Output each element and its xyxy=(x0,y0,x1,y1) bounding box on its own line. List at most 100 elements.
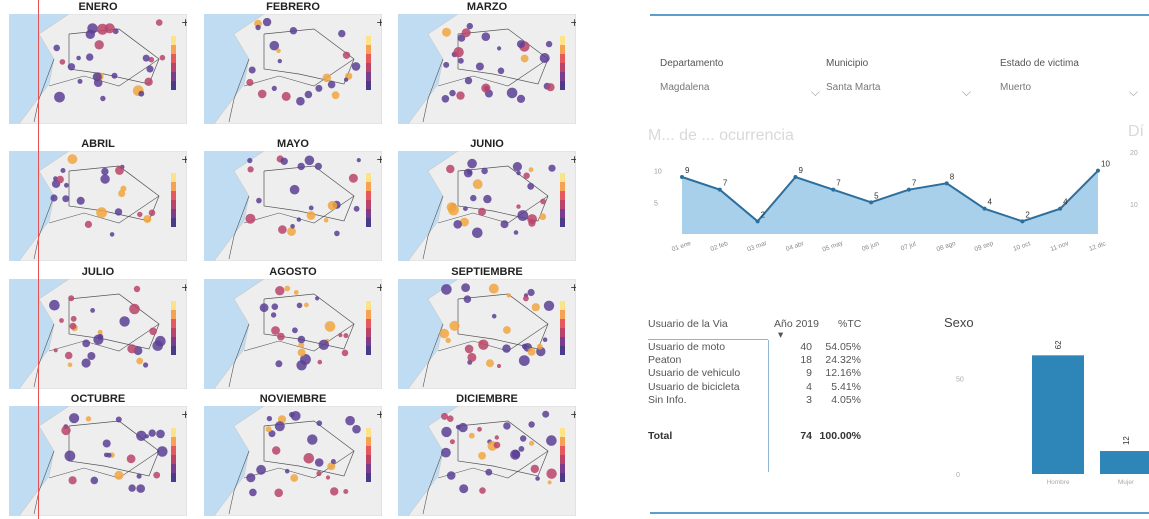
data-point[interactable] xyxy=(1058,206,1063,211)
slicer-estado-victima[interactable]: Estado de victima Muerto ⌵ xyxy=(1000,58,1138,99)
chevron-down-icon[interactable]: ⌵ xyxy=(1128,85,1138,99)
zoom-plus-icon[interactable]: + xyxy=(181,281,187,294)
column-header[interactable]: %TC xyxy=(838,318,862,330)
sort-indicator-icon[interactable]: ▾ xyxy=(778,329,784,341)
x-tick-label: 09 sep xyxy=(974,240,995,253)
map-tile: NOVIEMBRE + xyxy=(202,392,384,518)
slicer-departamento[interactable]: Departamento Magdalena ⌵ xyxy=(660,58,820,99)
monthly-area-chart: 10 5 9 01 ene 7 02 feb 2 03 mar 9 04 abr 7 05 may 5 0… xyxy=(654,160,1110,254)
total-count: 74 xyxy=(800,430,812,442)
chevron-down-icon[interactable]: ⌵ xyxy=(961,85,971,99)
row-percent: 54.05% xyxy=(825,341,861,353)
column-header[interactable]: Usuario de la Via xyxy=(648,318,728,330)
zoom-plus-icon[interactable]: + xyxy=(376,16,382,29)
zoom-plus-icon[interactable]: + xyxy=(376,153,382,166)
zoom-plus-icon[interactable]: + xyxy=(181,153,187,166)
data-point[interactable] xyxy=(717,187,722,192)
y-tick-label: 5 xyxy=(654,200,658,207)
slicer-label: Municipio xyxy=(826,58,869,69)
zoom-plus-icon[interactable]: + xyxy=(570,153,576,166)
x-tick-label: Mujer xyxy=(1118,479,1135,486)
data-point[interactable] xyxy=(944,181,949,186)
data-point[interactable] xyxy=(869,200,874,205)
map-tile: MARZO + xyxy=(396,0,578,126)
bar[interactable] xyxy=(1032,355,1084,474)
data-label: 7 xyxy=(723,179,728,188)
data-point[interactable] xyxy=(793,175,798,179)
zoom-plus-icon[interactable]: + xyxy=(376,408,382,421)
heat-map[interactable]: + xyxy=(398,151,576,261)
heat-map[interactable]: + xyxy=(204,151,382,261)
column-header[interactable]: Año 2019 xyxy=(774,318,819,330)
heat-map-canvas: + xyxy=(398,14,576,124)
series-line xyxy=(681,169,1099,223)
data-point[interactable] xyxy=(755,219,760,224)
heat-map-canvas: + xyxy=(398,151,576,261)
data-point[interactable] xyxy=(831,187,836,192)
chevron-down-icon[interactable]: ⌵ xyxy=(810,85,820,99)
x-tick-label: 11 nov xyxy=(1050,240,1071,253)
heat-map-canvas: + xyxy=(9,279,187,389)
map-tile: OCTUBRE + xyxy=(7,392,189,518)
slicer-value[interactable]: Magdalena xyxy=(660,82,710,93)
row-percent: 12.16% xyxy=(825,367,861,380)
map-tile: AGOSTO + xyxy=(202,265,384,391)
y-tick-label: 10 xyxy=(654,169,662,176)
x-tick-label: 03 mar xyxy=(746,240,768,254)
row-percent: 4.05% xyxy=(831,393,861,406)
map-month-title: OCTUBRE xyxy=(70,393,126,405)
data-label: 2 xyxy=(1025,210,1030,219)
data-label: 10 xyxy=(1101,160,1110,169)
row-label: Usuario de vehiculo xyxy=(648,367,741,380)
heat-map-canvas: + xyxy=(398,406,576,516)
heat-map-canvas: + xyxy=(9,406,187,516)
map-month-title: SEPTIEMBRE xyxy=(451,266,523,278)
row-count: 18 xyxy=(800,354,812,367)
x-tick-label: 05 may xyxy=(822,239,845,253)
slicer-value[interactable]: Muerto xyxy=(1000,82,1032,93)
y-tick-label: 10 xyxy=(1130,202,1138,209)
map-tile: ABRIL + xyxy=(7,137,189,263)
top-divider xyxy=(650,14,1149,16)
x-tick-label: 08 ago xyxy=(936,240,957,254)
zoom-plus-icon[interactable]: + xyxy=(181,16,187,29)
bar[interactable] xyxy=(1100,451,1149,474)
data-point[interactable] xyxy=(982,206,987,211)
heat-map[interactable]: + xyxy=(9,14,187,124)
map-month-title: MARZO xyxy=(466,1,508,13)
map-month-title: JUNIO xyxy=(470,138,504,150)
heat-map[interactable]: + xyxy=(398,279,576,389)
zoom-plus-icon[interactable]: + xyxy=(181,408,187,421)
land-mass xyxy=(407,14,576,124)
data-label: 7 xyxy=(912,179,917,188)
map-tile: ENERO + xyxy=(7,0,189,126)
heat-map[interactable]: + xyxy=(9,406,187,516)
zoom-plus-icon[interactable]: + xyxy=(570,281,576,294)
zoom-plus-icon[interactable]: + xyxy=(376,281,382,294)
zoom-plus-icon[interactable]: + xyxy=(570,16,576,29)
data-label: 12 xyxy=(1122,436,1131,445)
heat-map[interactable]: + xyxy=(9,279,187,389)
slicer-value[interactable]: Santa Marta xyxy=(826,82,881,93)
data-point[interactable] xyxy=(906,187,911,192)
data-point[interactable] xyxy=(1096,168,1100,173)
zoom-plus-icon[interactable]: + xyxy=(570,408,576,421)
heat-map[interactable]: + xyxy=(204,14,382,124)
slicer-label: Departamento xyxy=(660,58,724,69)
heat-map[interactable]: + xyxy=(204,406,382,516)
data-point[interactable] xyxy=(1020,219,1025,224)
heat-map[interactable]: + xyxy=(398,406,576,516)
row-percent: 5.41% xyxy=(831,380,861,393)
heat-map[interactable]: + xyxy=(398,14,576,124)
slicer-municipio[interactable]: Municipio Santa Marta ⌵ xyxy=(826,58,971,99)
land-mass xyxy=(213,406,382,516)
heat-map[interactable]: + xyxy=(9,151,187,261)
x-tick-label: 12 dic xyxy=(1088,240,1107,253)
land-mass xyxy=(213,279,382,389)
table-divider xyxy=(768,340,769,472)
map-month-title: AGOSTO xyxy=(269,266,317,278)
x-tick-label: 04 abr xyxy=(785,240,805,253)
heat-map[interactable]: + xyxy=(204,279,382,389)
data-point[interactable] xyxy=(680,175,684,179)
